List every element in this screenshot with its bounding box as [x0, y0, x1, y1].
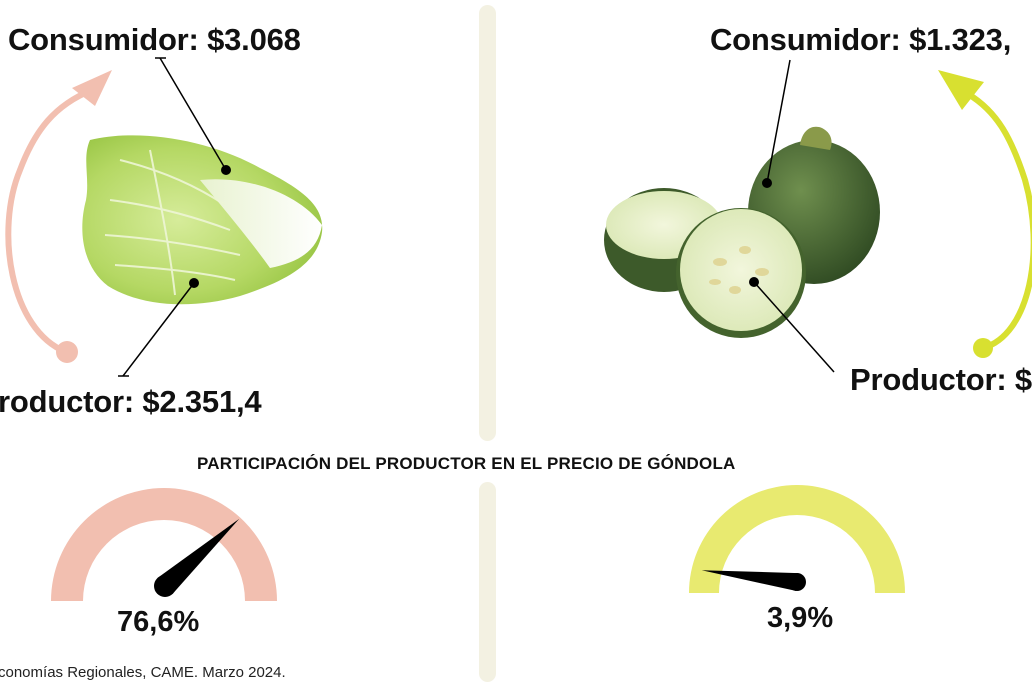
right-consumer-price: Consumidor: $1.323,	[710, 22, 1012, 57]
left-share-value: 76,6%	[117, 606, 200, 638]
left-consumer-price: Consumidor: $3.068	[8, 22, 301, 57]
right-producer-price: Productor: $	[850, 362, 1032, 397]
rightNeedle-hub	[788, 573, 806, 591]
right-share-value: 3,9%	[767, 602, 834, 634]
leftNeedle-blade	[157, 518, 240, 595]
left-gauge-needle	[154, 518, 240, 597]
right-gauge-needle	[701, 570, 806, 591]
section-title: PARTICIPACIÓN DEL PRODUCTOR EN EL PRECIO…	[197, 454, 736, 473]
top-divider	[479, 5, 496, 441]
left-producer-price: roductor: $2.351,4	[0, 384, 262, 419]
bottom-divider	[479, 482, 496, 682]
source-note: conomías Regionales, CAME. Marzo 2024.	[0, 664, 286, 681]
rightNeedle-blade	[701, 570, 799, 591]
leftNeedle-hub	[154, 575, 176, 597]
